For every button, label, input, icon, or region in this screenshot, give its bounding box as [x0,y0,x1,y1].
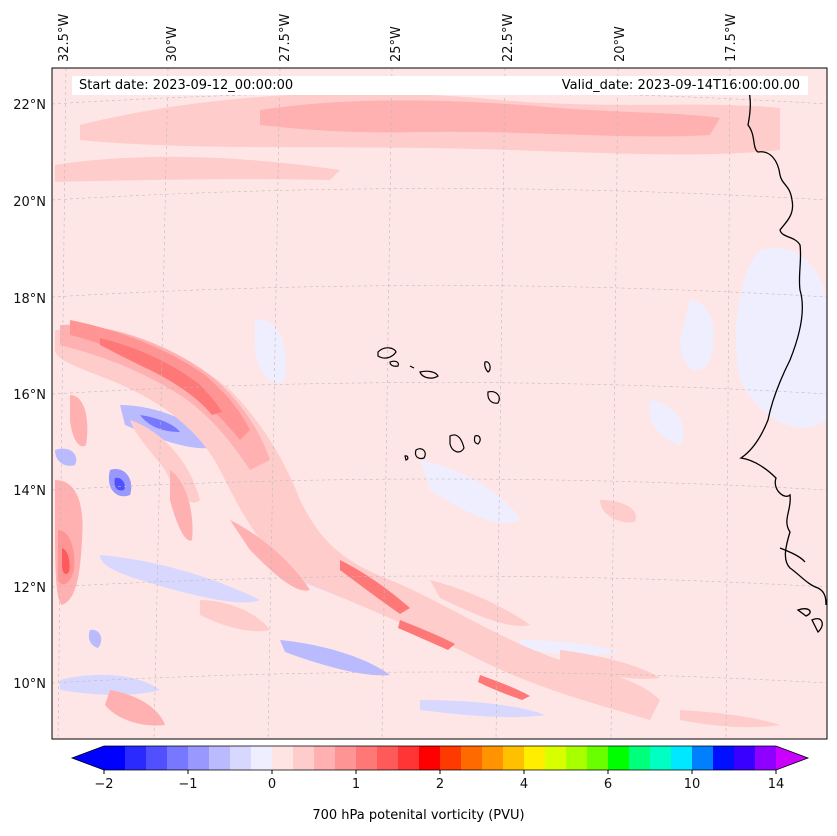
colorbar-bin [419,746,441,770]
colorbar-bin [755,746,777,770]
colorbar-tick-label: 14 [768,777,785,792]
colorbar-bin [398,746,420,770]
coastline [739,87,827,634]
start-date-label: Start date: 2023-09-12_00:00:00 [72,76,549,95]
colorbar-bin [167,746,189,770]
colorbar-bin [209,746,231,770]
colorbar-bin [272,746,294,770]
valid-date-label: Valid_date: 2023-09-14T16:00:00.00 [540,76,808,95]
colorbar-extend-high [776,746,808,770]
colorbar-bin [545,746,567,770]
lon-label: 17.5°W [724,14,739,62]
colorbar-bin [524,746,546,770]
lon-label: 25°W [389,26,404,62]
diagonal-pv-streak [55,320,660,720]
lat-label: 18°N [13,292,46,307]
northern-pv-band [55,93,780,182]
colorbar-bin [377,746,399,770]
colorbar-tick-label: 4 [520,777,528,792]
southern-pv-filaments [105,420,780,728]
colorbar-bin [188,746,210,770]
gridlines [52,68,827,739]
colorbar-bin [356,746,378,770]
lon-label: 27.5°W [278,14,293,62]
lat-label: 16°N [13,388,46,403]
lat-label: 20°N [13,195,46,210]
colorbar: −2 −1 0 1 2 4 6 10 14 [70,745,810,792]
colorbar-tick-label: −2 [94,777,113,792]
western-pv-max [55,395,88,605]
colorbar-bins [104,746,777,770]
colorbar-bin [650,746,672,770]
lon-label: 32.5°W [57,14,72,62]
colorbar-tick-label: 1 [352,777,360,792]
colorbar-bin [629,746,651,770]
colorbar-bin [503,746,525,770]
colorbar-tick-label: 2 [436,777,444,792]
colorbar-bin [587,746,609,770]
lat-label: 12°N [13,581,46,596]
cape-verde-islands [377,347,500,461]
colorbar-bin [692,746,714,770]
longitude-labels: 32.5°W 30°W 27.5°W 25°W 22.5°W 20°W 17.5… [57,14,739,62]
colorbar-tick-label: 0 [268,777,276,792]
colorbar-bin [482,746,504,770]
colorbar-bin [293,746,315,770]
lat-label: 10°N [13,677,46,692]
lon-label: 20°W [613,26,628,62]
colorbar-bin [230,746,252,770]
colorbar-bin [251,746,273,770]
colorbar-bin [104,746,126,770]
lat-label: 14°N [13,484,46,499]
colorbar-bin [335,746,357,770]
colorbar-bin [713,746,735,770]
colorbar-bin [440,746,462,770]
lon-label: 22.5°W [501,14,516,62]
lon-label: 30°W [165,26,180,62]
colorbar-ticks: −2 −1 0 1 2 4 6 10 14 [94,770,784,792]
latitude-labels: 22°N 20°N 18°N 16°N 14°N 12°N 10°N [13,98,46,692]
colorbar-extend-low [72,746,104,770]
colorbar-bin [125,746,147,770]
lat-label: 22°N [13,98,46,113]
colorbar-bin [734,746,756,770]
map-panel [52,68,827,739]
colorbar-bin [314,746,336,770]
colorbar-bin [671,746,693,770]
colorbar-tick-label: −1 [178,777,197,792]
map-frame [51,67,828,740]
colorbar-title: 700 hPa potenital vorticity (PVU) [312,808,525,823]
colorbar-tick-label: 10 [684,777,701,792]
colorbar-bin [608,746,630,770]
colorbar-bin [566,746,588,770]
colorbar-tick-label: 6 [604,777,612,792]
colorbar-bin [461,746,483,770]
colorbar-bin [146,746,168,770]
